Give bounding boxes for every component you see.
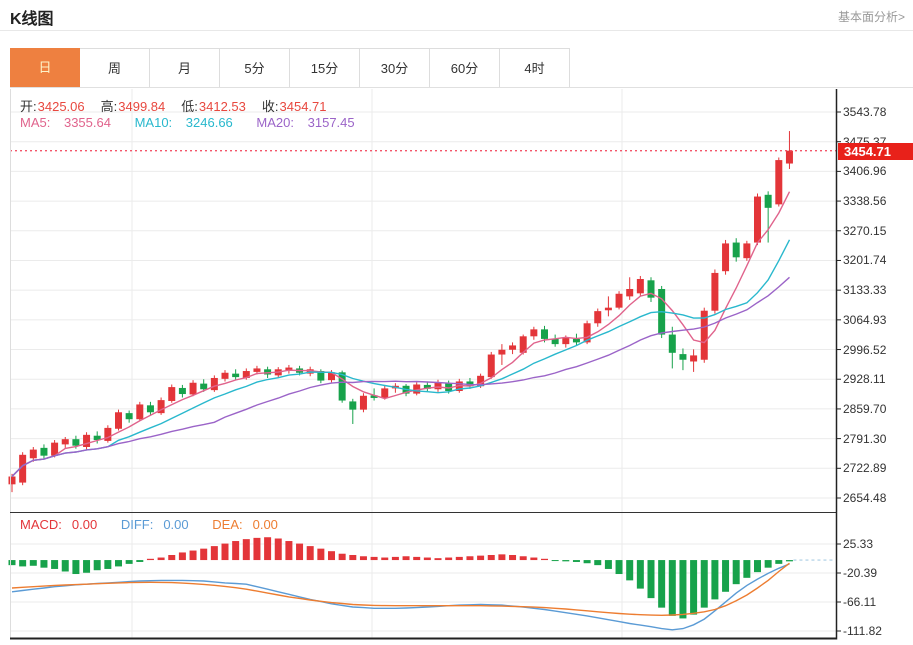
tab-5min[interactable]: 5分 (220, 48, 290, 88)
y-axis-label: 3406.96 (843, 164, 887, 178)
header-divider (0, 30, 913, 31)
y-axis-label: -66.11 (843, 595, 877, 609)
tabbar-underline (10, 87, 913, 88)
y-axis-label: -111.82 (843, 624, 882, 638)
y-axis-label: 2859.70 (843, 402, 887, 416)
tab-month[interactable]: 月 (150, 48, 220, 88)
diff-value: DIFF: 0.00 (120, 517, 189, 532)
chart-canvas[interactable] (0, 88, 913, 645)
y-axis-label: 2722.89 (843, 461, 887, 475)
tab-60min[interactable]: 60分 (430, 48, 500, 88)
ma20-legend: MA20: 3157.45 (256, 115, 355, 130)
tab-4hour[interactable]: 4时 (500, 48, 570, 88)
y-axis-label: 2996.52 (843, 343, 887, 357)
macd-legend: MACD: 0.00 DIFF: 0.00 DEA: 0.00 (20, 517, 298, 532)
y-axis-label: 3064.93 (843, 313, 887, 327)
close-label: 收: (261, 99, 279, 114)
low-value: 3412.53 (198, 99, 246, 114)
y-axis-label: 3133.33 (843, 283, 887, 297)
open-value: 3425.06 (37, 99, 85, 114)
ma10-legend: MA10: 3246.66 (134, 115, 233, 130)
y-axis-label: 3270.15 (843, 224, 887, 238)
macd-value: MACD: 0.00 (20, 517, 98, 532)
y-axis-label: 2928.11 (843, 372, 886, 386)
high-value: 3499.84 (118, 99, 166, 114)
ohlc-legend: 开:3425.06 高:3499.84 低:3412.53 收:3454.71 (20, 96, 343, 115)
ma5-legend: MA5: 3355.64 (20, 115, 111, 130)
dea-value: DEA: 0.00 (212, 517, 278, 532)
tab-15min[interactable]: 15分 (290, 48, 360, 88)
y-axis-label: 2791.30 (843, 432, 887, 446)
y-axis-label: 3201.74 (843, 253, 887, 267)
y-axis-label: 25.33 (843, 537, 874, 551)
y-axis-label: 3543.78 (843, 105, 887, 119)
y-axis-label: 2654.48 (843, 491, 887, 505)
tab-30min[interactable]: 30分 (360, 48, 430, 88)
open-label: 开: (20, 99, 37, 114)
page-title: K线图 (10, 11, 54, 28)
high-label: 高: (100, 99, 118, 114)
low-label: 低: (181, 99, 198, 114)
close-value: 3454.71 (279, 99, 327, 114)
y-axis-label: -20.39 (843, 566, 878, 580)
y-axis-label: 3338.56 (843, 194, 887, 208)
fundamental-analysis-link[interactable]: 基本面分析> (837, 10, 905, 24)
kline-chart[interactable]: 开:3425.06 高:3499.84 低:3412.53 收:3454.71 MA5… (0, 88, 913, 645)
tab-week[interactable]: 周 (80, 48, 150, 88)
last-price-tag: 3454.71 (838, 143, 913, 160)
timeframe-tab-bar: 日 周 月 5分 15分 30分 60分 4时 (10, 48, 570, 88)
ma-legend: MA5: 3355.64 MA10: 3246.66 MA20: 3157.45 (20, 115, 375, 130)
tab-day[interactable]: 日 (10, 48, 80, 88)
